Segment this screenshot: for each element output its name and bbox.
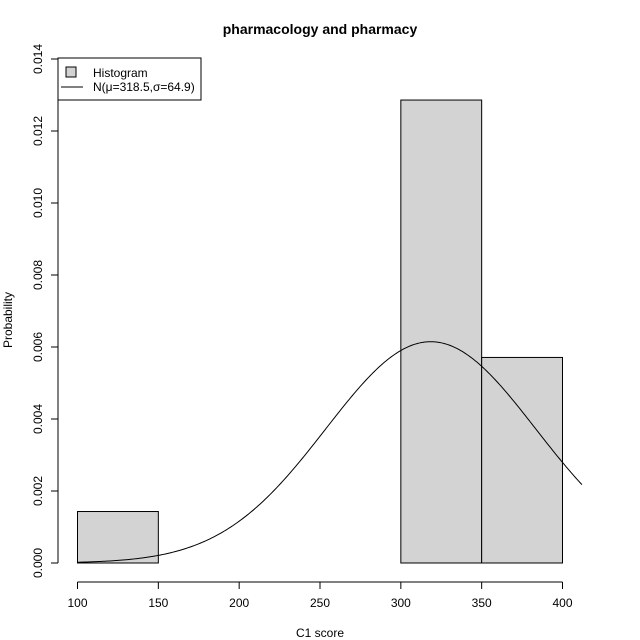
y-tick-label: 0.010 (31, 188, 45, 218)
y-tick-label: 0.000 (31, 548, 45, 578)
x-tick-label: 350 (472, 596, 492, 610)
x-tick-label: 100 (67, 596, 87, 610)
y-axis-label: Probability (1, 292, 15, 348)
legend: Histogram N(μ=318.5,σ=64.9) (57, 57, 202, 101)
x-axis-label: C1 score (296, 626, 344, 640)
histogram-bar (77, 511, 159, 564)
chart-title: pharmacology and pharmacy (223, 21, 418, 37)
legend-box (57, 57, 202, 101)
x-tick-label: 300 (391, 596, 411, 610)
x-axis: 100 150 200 250 300 350 400 (67, 581, 573, 610)
normal-curve-line (77, 341, 583, 563)
legend-entry-histogram: Histogram (93, 66, 148, 80)
legend-entry-normal-curve: N(μ=318.5,σ=64.9) (93, 80, 195, 94)
normal-curve-layer (77, 341, 583, 563)
histogram-bar (400, 99, 483, 564)
histogram-bars (77, 99, 563, 564)
x-tick-label: 400 (552, 596, 572, 610)
y-tick-label: 0.014 (31, 44, 45, 74)
x-tick-label: 200 (229, 596, 249, 610)
histogram-bar (481, 356, 563, 564)
y-tick-label: 0.012 (31, 116, 45, 146)
legend-histogram-swatch (65, 66, 77, 78)
x-tick-label: 250 (310, 596, 330, 610)
y-tick-label: 0.008 (31, 260, 45, 290)
y-tick-label: 0.004 (31, 404, 45, 434)
x-tick-label: 150 (148, 596, 168, 610)
y-tick-label: 0.002 (31, 476, 45, 506)
y-axis: 0.000 0.002 0.004 0.006 0.008 0.010 0.012 0.014 (31, 44, 59, 578)
y-tick-label: 0.006 (31, 332, 45, 362)
